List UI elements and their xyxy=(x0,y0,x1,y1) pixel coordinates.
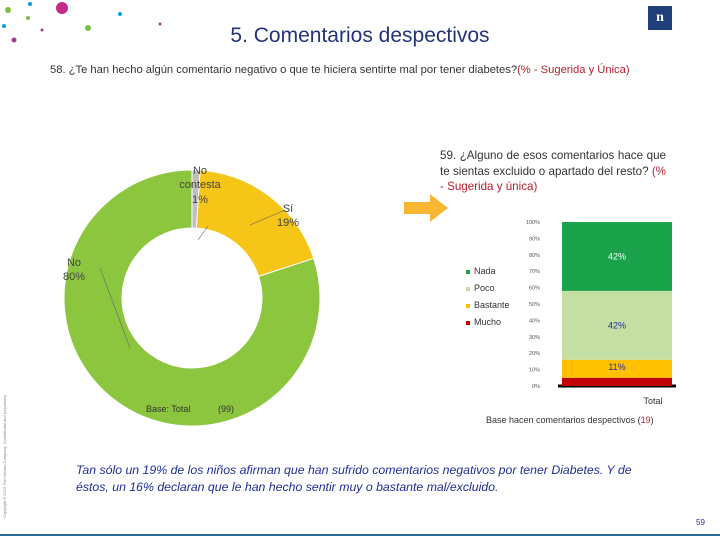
decorative-dots xyxy=(2,2,162,43)
pie-label-no-contesta: No contesta 1% xyxy=(179,165,221,206)
legend-label: Poco xyxy=(474,283,495,293)
question-58-text: 58. ¿Te han hecho algún comentario negat… xyxy=(50,64,518,76)
bar-segment-mucho xyxy=(562,377,672,386)
question-59-text: 59. ¿Alguno de esos comentarios hace que… xyxy=(440,149,666,178)
copyright: Copyright © 2015 The Nielsen Company. Co… xyxy=(2,394,7,518)
y-tick-label: 10% xyxy=(529,368,540,374)
y-tick-label: 20% xyxy=(529,351,540,357)
page-title: 5. Comentarios despectivos xyxy=(230,24,490,47)
nielsen-logo: n xyxy=(648,6,672,30)
y-tick-label: 0% xyxy=(532,384,540,390)
legend-swatch xyxy=(466,321,470,325)
legend-swatch xyxy=(466,287,470,291)
bar-data-label: 42% xyxy=(608,320,626,330)
bar-base-n: 19 xyxy=(640,415,651,425)
y-tick-label: 60% xyxy=(529,286,540,292)
pie-base-n: (99) xyxy=(218,404,235,414)
bar-data-label: 42% xyxy=(608,251,626,261)
pie-slice-2 xyxy=(191,169,201,229)
y-tick-label: 100% xyxy=(526,220,540,226)
pie-base-label: Base: Total xyxy=(146,404,191,414)
bar-data-label: 11% xyxy=(608,362,625,372)
question-58: 58. ¿Te han hecho algún comentario negat… xyxy=(50,64,720,76)
arrow-icon xyxy=(404,194,448,222)
y-tick-label: 50% xyxy=(529,302,540,308)
donut-chart xyxy=(63,169,321,427)
bar-segment-poco xyxy=(562,290,672,360)
y-tick-label: 90% xyxy=(529,236,540,242)
bar-segment-bastante xyxy=(562,359,672,378)
bar-segment-nada xyxy=(562,222,672,291)
question-59: 59. ¿Alguno de esos comentarios hace que… xyxy=(440,148,666,195)
question-59-tag: (% - Sugerida y única) xyxy=(440,164,666,194)
pie-label-si: Sí 19% xyxy=(276,203,300,230)
legend-label: Mucho xyxy=(474,317,501,327)
legend-label: Nada xyxy=(474,266,496,276)
legend-swatch xyxy=(466,304,470,308)
legend-label: Bastante xyxy=(474,300,510,310)
summary-text: Tan sólo un 19% de los niños afirman que… xyxy=(76,463,632,494)
pie-slice-1 xyxy=(63,169,321,427)
bar-base-label: Base hacen comentarios despectivos xyxy=(486,415,636,425)
bar-base-note: Base hacen comentarios despectivos (19) xyxy=(486,415,654,425)
question-58-tag: (% - Sugerida y Única) xyxy=(517,64,630,76)
y-tick-label: 80% xyxy=(529,253,540,259)
y-tick-label: 70% xyxy=(529,269,540,275)
pie-slice-0 xyxy=(195,169,315,277)
y-tick-label: 40% xyxy=(529,318,540,324)
y-tick-label: 30% xyxy=(529,335,540,341)
bar-data-label: 5% xyxy=(610,386,623,396)
footer-rule xyxy=(0,534,720,536)
stacked-bar-chart: 0% 10% 20% 30% 40% 50% 60% 70% 80% 90% 100% Total 5… xyxy=(466,220,676,406)
page-number: 59 xyxy=(696,518,705,527)
pie-label-no: No 80% xyxy=(62,257,86,284)
legend-swatch xyxy=(466,270,470,274)
x-category-label: Total xyxy=(643,396,662,406)
